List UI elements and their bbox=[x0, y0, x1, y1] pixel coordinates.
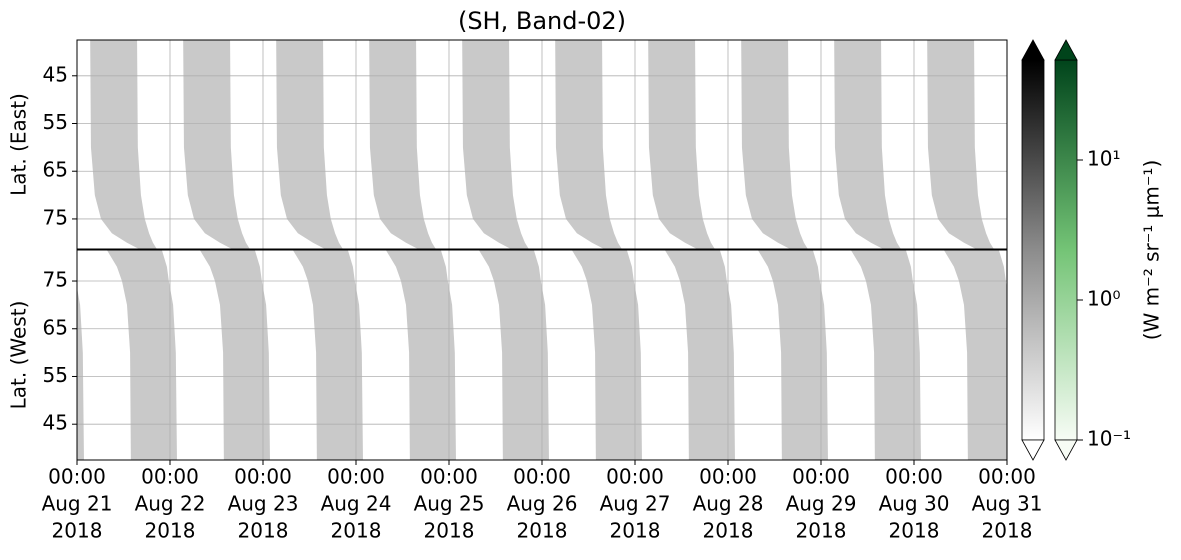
colorbar-extend-min bbox=[1054, 439, 1078, 461]
swath bbox=[199, 250, 270, 460]
swath bbox=[292, 250, 363, 460]
swath bbox=[648, 40, 715, 249]
x-tick-label: Aug 21 bbox=[42, 492, 113, 516]
swath bbox=[462, 40, 529, 249]
x-tick-label: 00:00 bbox=[141, 465, 199, 489]
colorbar bbox=[1021, 59, 1045, 441]
panel bbox=[77, 40, 1007, 249]
x-tick-label: 00:00 bbox=[327, 465, 385, 489]
colorbar-extend-min bbox=[1021, 439, 1045, 461]
swath bbox=[555, 40, 622, 249]
swath bbox=[369, 40, 436, 249]
x-tick-label: 2018 bbox=[703, 519, 754, 543]
x-tick-label: Aug 23 bbox=[228, 492, 299, 516]
x-tick-label: 2018 bbox=[52, 519, 103, 543]
panel bbox=[77, 250, 1007, 460]
x-tick-label: 00:00 bbox=[978, 465, 1036, 489]
x-tick-label: 00:00 bbox=[699, 465, 757, 489]
swath bbox=[927, 40, 994, 249]
x-tick-label: 00:00 bbox=[606, 465, 664, 489]
y-tick-label: 65 bbox=[43, 158, 68, 182]
x-tick-label: Aug 30 bbox=[879, 492, 950, 516]
x-tick-label: Aug 31 bbox=[972, 492, 1043, 516]
panel-frame bbox=[76, 39, 1008, 250]
x-tick-label: 00:00 bbox=[234, 465, 292, 489]
swath bbox=[183, 40, 250, 249]
colorbar-tick-label: 10¹ bbox=[1087, 147, 1120, 171]
colorbar-extend-max bbox=[1054, 39, 1078, 61]
colorbar-tick-label: 10⁻¹ bbox=[1087, 427, 1131, 451]
x-tick-label: 2018 bbox=[145, 519, 196, 543]
x-tick-label: 00:00 bbox=[513, 465, 571, 489]
colorbar-label: (W m⁻² sr⁻¹ μm⁻¹) bbox=[1140, 160, 1164, 341]
y-tick-label: 55 bbox=[43, 363, 68, 387]
swath bbox=[276, 40, 343, 249]
x-tick-label: 2018 bbox=[517, 519, 568, 543]
x-tick-label: Aug 25 bbox=[414, 492, 485, 516]
x-tick-label: Aug 22 bbox=[135, 492, 206, 516]
x-tick-label: 00:00 bbox=[48, 465, 106, 489]
chart-title: (SH, Band-02) bbox=[458, 7, 626, 35]
x-tick-label: Aug 28 bbox=[693, 492, 764, 516]
x-tick-label: 2018 bbox=[424, 519, 475, 543]
swath bbox=[757, 250, 828, 460]
x-tick-label: Aug 24 bbox=[321, 492, 392, 516]
swath bbox=[385, 250, 456, 460]
swath bbox=[850, 250, 921, 460]
y-tick-label: 55 bbox=[43, 110, 68, 134]
swath bbox=[834, 40, 901, 249]
swath bbox=[741, 40, 808, 249]
x-tick-label: 00:00 bbox=[792, 465, 850, 489]
swath bbox=[571, 250, 642, 460]
swath bbox=[90, 40, 157, 249]
y-tick-label: 75 bbox=[43, 205, 68, 229]
x-tick-label: Aug 26 bbox=[507, 492, 578, 516]
y-tick-label: 65 bbox=[43, 315, 68, 339]
x-tick-label: 2018 bbox=[610, 519, 661, 543]
x-tick-label: 2018 bbox=[796, 519, 847, 543]
x-tick-label: 2018 bbox=[238, 519, 289, 543]
x-tick-label: Aug 27 bbox=[600, 492, 671, 516]
swath bbox=[664, 250, 735, 460]
x-tick-label: 2018 bbox=[331, 519, 382, 543]
x-tick-label: Aug 29 bbox=[786, 492, 857, 516]
x-tick-label: 2018 bbox=[982, 519, 1033, 543]
x-tick-label: 00:00 bbox=[885, 465, 943, 489]
colorbar bbox=[1054, 59, 1078, 441]
y-axis-label: Lat. (West) bbox=[7, 301, 31, 410]
y-axis-label: Lat. (East) bbox=[7, 93, 31, 196]
x-tick-label: 00:00 bbox=[420, 465, 478, 489]
y-tick-label: 75 bbox=[43, 268, 68, 292]
swath bbox=[106, 250, 177, 460]
swath bbox=[478, 250, 549, 460]
colorbar-tick-label: 10⁰ bbox=[1087, 287, 1120, 311]
swath bbox=[77, 287, 84, 460]
y-tick-label: 45 bbox=[43, 411, 68, 435]
y-tick-label: 45 bbox=[43, 62, 68, 86]
x-tick-label: 2018 bbox=[889, 519, 940, 543]
swath bbox=[943, 250, 1007, 460]
colorbar-extend-max bbox=[1021, 39, 1045, 61]
